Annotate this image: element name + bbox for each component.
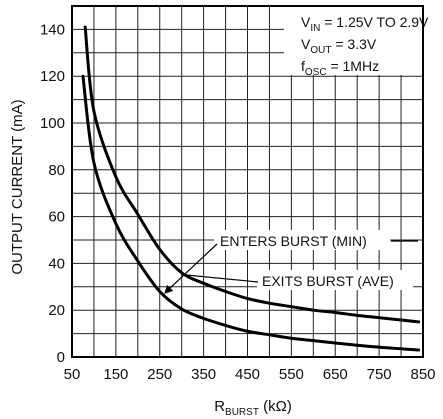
plot-border [71, 5, 424, 358]
y-tick-label: 140 [40, 21, 65, 38]
x-tick-label: 350 [191, 366, 216, 383]
label-background [214, 230, 390, 250]
leader-line-arrow [167, 243, 218, 291]
y-tick-label: 80 [48, 162, 65, 179]
x-axis-label: RBURST (kΩ) [214, 398, 292, 418]
y-tick-label: 20 [48, 302, 65, 319]
leader-line-exits [183, 274, 259, 283]
x-tick-label: 650 [323, 366, 348, 383]
x-tick-label: 250 [147, 366, 172, 383]
y-tick-label: 100 [40, 115, 65, 132]
condition-line: VIN = 1.25V TO 2.9V [301, 14, 429, 34]
condition-line: fOSC = 1MHz [301, 58, 379, 78]
annotation-exits-burst: EXITS BURST (AVE) [262, 273, 394, 289]
y-tick-label: 60 [48, 209, 65, 226]
x-tick-label: 50 [64, 366, 81, 383]
y-tick-label: 40 [48, 255, 65, 272]
x-tick-label: 550 [279, 366, 304, 383]
condition-line: VOUT = 3.3V [301, 36, 377, 56]
plot-frame [71, 5, 424, 358]
label-background [257, 270, 413, 290]
tick-labels: 50 150 250 350 450 550 650 750 850 0 20 40 60 80 100 12… [40, 21, 436, 383]
series-line-1 [83, 25, 421, 324]
y-axis-label: OUTPUT CURRENT (mA) [9, 99, 26, 274]
x-tick-label: 450 [235, 366, 260, 383]
x-tick-label: 850 [410, 366, 435, 383]
annotation-enters-burst: ENTERS BURST (MIN) [220, 233, 367, 249]
conditions-background [284, 7, 422, 75]
annotations: ENTERS BURST (MIN) EXITS BURST (AVE) [164, 230, 418, 294]
curves [81, 25, 421, 352]
y-tick-label: 0 [57, 349, 65, 366]
series-line-2 [81, 74, 421, 352]
arrow-head [164, 284, 174, 294]
y-tick-label: 120 [40, 68, 65, 85]
x-tick-label: 150 [103, 366, 128, 383]
x-tick-label: 750 [367, 366, 392, 383]
